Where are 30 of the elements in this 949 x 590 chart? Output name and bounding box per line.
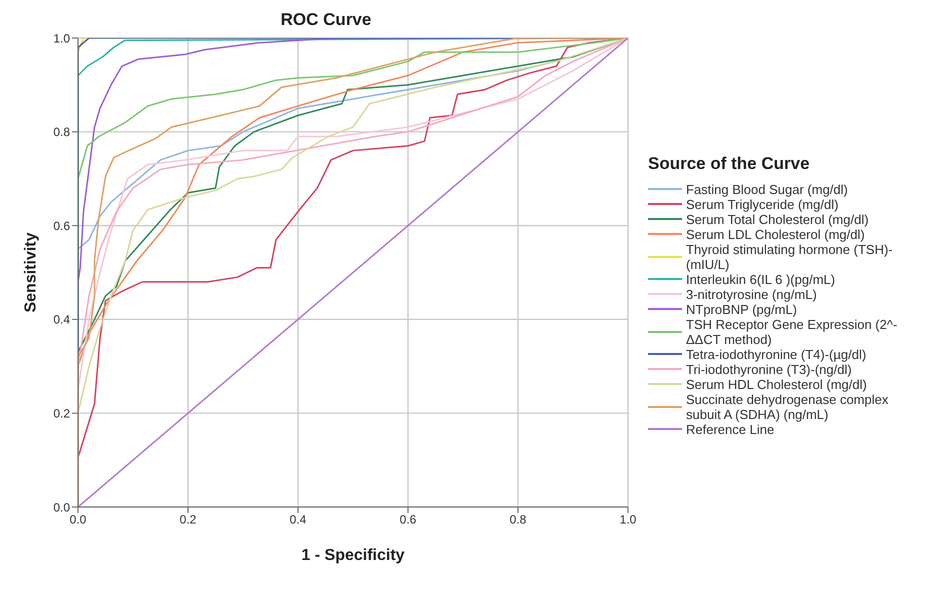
y-tick-label: 0.2 <box>53 406 70 420</box>
legend-label: Tri-iodothyronine (T3)-(ng/dl) <box>686 362 852 376</box>
x-tick-label: 0.6 <box>400 512 417 527</box>
legend-label: Reference Line <box>686 422 774 436</box>
legend-title: Source of the Curve <box>648 154 811 174</box>
x-tick-label: 1.0 <box>620 512 637 527</box>
x-tick-label: 0.8 <box>510 512 527 527</box>
legend-label: 3-nitrotyrosine (ng/mL) <box>686 286 817 302</box>
legend-label: Serum LDL Cholesterol (mg/dl) <box>686 226 865 242</box>
x-tick-label: 0.4 <box>290 512 307 527</box>
legend-label: NTproBNP (pg/mL) <box>686 302 798 316</box>
legend-label: Succinate dehydrogenase complex subuit A (SDHA) (ng/mL) <box>686 392 890 422</box>
y-tick-label: 0.4 <box>53 312 70 327</box>
y-tick-label: 1.0 <box>53 31 70 46</box>
legend-label: Serum Triglyceride (mg/dl) <box>686 196 838 212</box>
y-tick-label: 0.8 <box>53 125 70 140</box>
y-tick-label: 0.6 <box>53 218 70 233</box>
legend-label: Fasting Blood Sugar (mg/dl) <box>686 182 848 196</box>
legend-label: Thyroid stimulating hormone (TSH)-(mIU/L) <box>686 242 894 272</box>
legend-label: TSH Receptor Gene Expression (2^-ΔΔCT method) <box>686 316 898 346</box>
legend-label: Serum Total Cholesterol (mg/dl) <box>686 212 869 226</box>
x-axis-title: 1 - Specificity <box>301 547 405 564</box>
x-tick-label: 0.2 <box>180 512 197 527</box>
y-tick-label: 0.0 <box>53 500 70 514</box>
y-axis-title: Sensitivity <box>22 232 40 313</box>
chart-title: ROC Curve <box>280 10 372 30</box>
legend-label: Interleukin 6(IL 6 )(pg/mL) <box>686 272 836 286</box>
legend-label: Tetra-iodothyronine (T4)-(µg/dl) <box>686 346 866 362</box>
legend-label: Serum HDL Cholesterol (mg/dl) <box>686 376 867 392</box>
x-tick-label: 0.0 <box>70 512 87 527</box>
